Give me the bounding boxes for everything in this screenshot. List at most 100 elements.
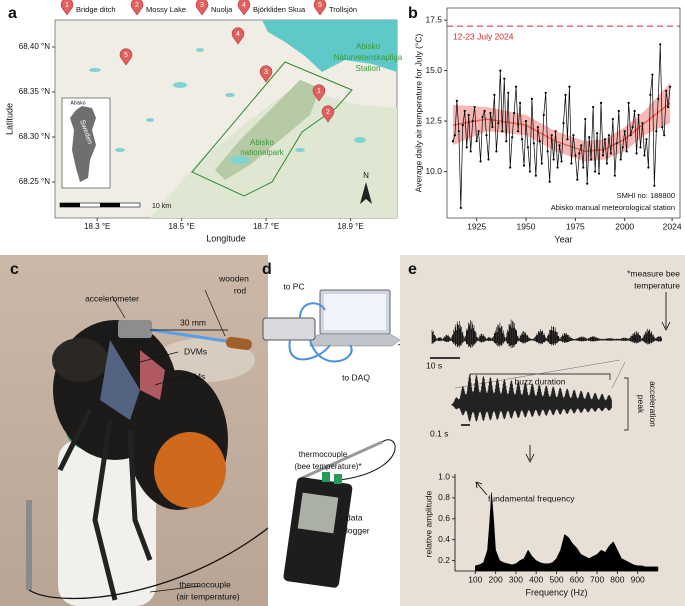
annotation: accelerometer bbox=[85, 293, 139, 303]
data-point bbox=[651, 73, 654, 76]
panel-label: d bbox=[262, 261, 272, 278]
annotation: rod bbox=[234, 285, 247, 295]
air-cable bbox=[28, 499, 301, 600]
recording-panel bbox=[400, 255, 685, 606]
daq-box bbox=[262, 317, 316, 341]
data-point bbox=[463, 109, 466, 113]
probe-cable bbox=[339, 439, 396, 481]
scale-label: 0.1 s bbox=[430, 428, 448, 438]
site-pin bbox=[259, 65, 273, 83]
y-axis-title: Average daily air temperature for July (… bbox=[413, 34, 423, 193]
north-label: N bbox=[363, 171, 369, 180]
data-point bbox=[572, 134, 575, 137]
data-point bbox=[528, 170, 532, 173]
data-point bbox=[625, 150, 628, 153]
data-point bbox=[639, 146, 642, 149]
scale-bar-segment bbox=[100, 203, 120, 207]
y-tick-label: 68.35 °N bbox=[19, 87, 50, 96]
x-tick-label: 500 bbox=[549, 574, 563, 584]
data-point bbox=[637, 113, 640, 117]
data-point bbox=[459, 206, 462, 210]
y-tick-label: 0.4 bbox=[438, 534, 450, 544]
data-point bbox=[538, 140, 541, 143]
data-point bbox=[495, 150, 498, 153]
north-arrow bbox=[360, 182, 372, 204]
scale-label: 10 s bbox=[426, 360, 442, 370]
data-point bbox=[540, 162, 543, 165]
data-point bbox=[619, 158, 622, 161]
annotation-arrow bbox=[475, 481, 488, 496]
data-point bbox=[534, 174, 537, 177]
data-point bbox=[505, 140, 508, 143]
station-label: Station bbox=[356, 64, 381, 73]
annotation: DVMs bbox=[184, 346, 207, 356]
data-point bbox=[641, 121, 644, 125]
data-point bbox=[453, 134, 456, 137]
annotation: acceleration bbox=[648, 381, 658, 427]
x-axis-title: Longitude bbox=[206, 233, 246, 243]
data-point bbox=[558, 144, 561, 147]
data-point bbox=[467, 113, 470, 117]
panel-label: c bbox=[10, 261, 19, 278]
data-point bbox=[532, 142, 535, 145]
site-pin bbox=[231, 27, 245, 45]
data-point bbox=[475, 140, 478, 143]
legend-label: Mossy Lake bbox=[146, 5, 186, 14]
data-point bbox=[588, 136, 591, 139]
data-point bbox=[564, 93, 567, 96]
site-pin bbox=[312, 84, 326, 102]
legend-label: Nuolja bbox=[211, 5, 233, 14]
data-point bbox=[465, 146, 468, 149]
muscle-dlm bbox=[140, 350, 165, 400]
data-point bbox=[653, 184, 656, 187]
pin-number: 1 bbox=[317, 88, 321, 95]
data-point bbox=[661, 126, 664, 129]
annotation: to DAQ bbox=[342, 372, 370, 382]
data-point bbox=[599, 101, 603, 105]
data-point bbox=[499, 69, 502, 72]
x-tick-label: 200 bbox=[489, 574, 503, 584]
data-point bbox=[477, 130, 480, 133]
data-point bbox=[451, 140, 455, 143]
recording-background bbox=[400, 255, 685, 606]
data-point bbox=[566, 138, 569, 141]
bee-tail bbox=[154, 432, 226, 508]
legend-label: Trollsjön bbox=[329, 5, 357, 14]
park-boundary bbox=[191, 61, 353, 197]
y-tick-label: 10.0 bbox=[425, 166, 442, 176]
logger-port bbox=[322, 472, 330, 482]
bee-photo bbox=[0, 255, 301, 606]
data-point bbox=[548, 180, 551, 183]
cables bbox=[288, 302, 353, 363]
x-tick-label: 1975 bbox=[566, 221, 585, 231]
data-point bbox=[649, 93, 652, 96]
annotation: peak bbox=[636, 395, 646, 414]
laptop-base bbox=[309, 333, 401, 347]
data-point bbox=[473, 105, 476, 109]
data-point bbox=[647, 166, 650, 169]
annotation: fundamental frequency bbox=[488, 493, 575, 503]
annotation: to PC bbox=[283, 281, 304, 291]
data-point bbox=[631, 126, 634, 129]
data-point bbox=[665, 89, 668, 92]
data-point bbox=[590, 158, 593, 161]
scale-bar-segment bbox=[60, 203, 80, 207]
data-point bbox=[568, 85, 571, 88]
data-point bbox=[483, 109, 486, 113]
data-point bbox=[623, 130, 626, 133]
annotation: 30 mm bbox=[180, 317, 206, 327]
pin-number: 4 bbox=[236, 31, 240, 38]
site-pin bbox=[130, 0, 144, 16]
data-point bbox=[580, 144, 583, 147]
y-tick-label: 0.2 bbox=[438, 555, 450, 565]
data-point bbox=[657, 97, 660, 100]
x-tick-label: 18.9 °E bbox=[337, 222, 363, 231]
map bbox=[54, 19, 398, 219]
y-tick-label: 17.5 bbox=[425, 14, 442, 24]
data-point bbox=[542, 113, 545, 117]
data-point bbox=[593, 170, 597, 173]
measure-arrow bbox=[661, 292, 671, 331]
annotation: (bee temperature)* bbox=[294, 462, 361, 471]
data-point bbox=[592, 105, 595, 109]
data-point bbox=[536, 126, 539, 129]
